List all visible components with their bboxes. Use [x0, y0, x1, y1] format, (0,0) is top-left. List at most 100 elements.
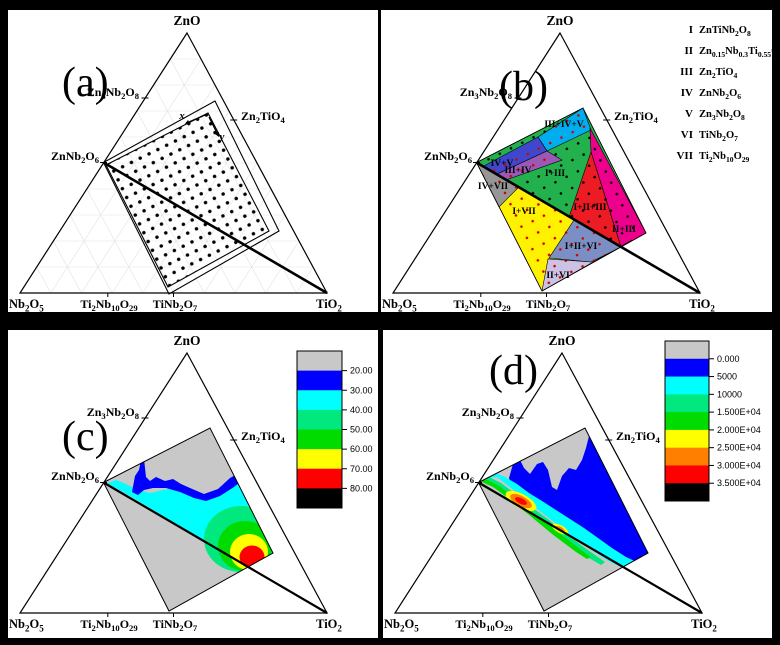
region-label-I+III: I+III: [545, 169, 566, 179]
panel-letter-c: (c): [62, 414, 109, 460]
ternary-diagram-c: ZnO Nb2O5 TiO2 Zn3Nb2O8 ZnNb2O6 Zn2TiO4 Ti2Nb1…: [9, 333, 373, 633]
legend-formula: Zn3Nb2O8: [699, 109, 745, 122]
legend-formula: TiNb2O7: [699, 130, 738, 143]
colorbar-segment: [297, 409, 342, 430]
dotted-composition-grid: [105, 112, 270, 288]
panel-letter-a: (a): [62, 60, 109, 106]
legend-formula: Zn2TiO4: [699, 67, 738, 80]
colorbar-segment: [665, 358, 709, 378]
compound-label: ZnNb2O6: [424, 149, 473, 165]
contour-map-c: [103, 428, 273, 611]
region-label-III+IV: III+IV: [504, 166, 531, 176]
legend-numeral: III: [680, 66, 693, 78]
panel-letter-b: (b): [499, 64, 548, 110]
colorbar-tick-label: 70.00: [350, 464, 373, 474]
colorbar-tick-label: 80.00: [350, 483, 373, 493]
phase-region-dots-III+IV+V: [538, 108, 591, 151]
compound-label: ZnNb2O6: [426, 469, 475, 485]
colorbar-segment: [297, 351, 342, 372]
compound-label: ZnO: [548, 333, 575, 348]
phase-region-dots-IV+VII: [476, 162, 519, 207]
axis-arrow-x: [188, 114, 206, 123]
legend-numeral: VII: [676, 150, 693, 162]
compound-label: Nb2O5: [9, 297, 44, 312]
colorbar-segment: [665, 341, 709, 360]
colorbar-segment: [297, 370, 342, 391]
ternary-diagram-b: ZnO Nb2O5 TiO2 Zn3Nb2O8 ZnNb2O6 Zn2TiO4 Ti2Nb1…: [382, 13, 772, 312]
phase-region-dots-II+III: [590, 128, 646, 247]
panel-a: (a) ZnO Nb2O5 TiO2 Zn3Nb2O8 ZnNb2O6 Zn2TiO4 Ti…: [8, 10, 378, 312]
phase-region-dots-IV+V: [482, 137, 547, 176]
region-label-I+VII: I+VII: [512, 207, 536, 217]
colorbar-d: 0.000 5000 10000 1.500E+04 2.000E+04 2.500E+0…: [664, 340, 761, 502]
compound-label: TiNb2O7: [153, 617, 198, 633]
compound-label: ZnO: [173, 333, 200, 348]
region-label-II+VI: II+VI: [546, 271, 570, 281]
parallelogram-outline: [475, 107, 647, 292]
colorbar-segment: [297, 429, 342, 450]
region-label-I+II+III: I+II+III: [573, 203, 606, 213]
znnb2o6-tio2-join-line: [102, 481, 328, 614]
axis-arrowhead-x: [184, 119, 190, 125]
compound-label: TiNb2O7: [528, 617, 573, 633]
legend-formula: Ti2Nb10O29: [699, 151, 750, 164]
colorbar-segment: [665, 394, 709, 413]
colorbar-tick-label: 30.00: [350, 385, 373, 395]
panel-b: (b) ZnO Nb2O5 TiO2 Zn3Nb2O8 ZnNb2O6 Zn2TiO4 Ti…: [381, 10, 772, 312]
axis-label-x: x: [178, 110, 185, 122]
ternary-diagram-a: ZnO Nb2O5 TiO2 Zn3Nb2O8 ZnNb2O6 Zn2TiO4 Ti2Nb1…: [9, 13, 342, 312]
compound-label: Nb2O5: [384, 617, 419, 633]
colorbar-tick-label: 20.00: [350, 366, 373, 376]
legend-formula: Zn0.15Nb0.3Ti0.55O2: [699, 46, 772, 59]
compound-label: Nb2O5: [9, 617, 44, 633]
compound-label: Zn3Nb2O8: [87, 85, 140, 101]
colorbar-segment: [665, 483, 709, 502]
colorbar-tick-label: 60.00: [350, 444, 373, 454]
znnb2o6-tio2-join-line: [477, 481, 703, 614]
colorbar-tick-label: 5000: [717, 372, 737, 382]
contour-hotspot-ring: [515, 497, 527, 505]
region-label-III+IV+V: III+IV+V: [544, 120, 583, 130]
legend-formula: ZnNb2O6: [699, 88, 741, 101]
compound-label: TiO2: [691, 617, 717, 633]
colorbar-tick-label: 0.000: [717, 354, 740, 364]
colorbar-tick-label: 50.00: [350, 425, 373, 435]
compound-label: Zn2TiO4: [616, 429, 660, 445]
colorbar-segment: [665, 429, 709, 449]
colorbar-tick-label: 2.500E+04: [717, 443, 761, 453]
region-label-II+III: II+III: [612, 225, 636, 235]
contour-band: [132, 459, 244, 501]
legend-numeral: II: [684, 45, 693, 57]
compound-label: Zn3Nb2O8: [87, 405, 140, 421]
region-label-I+II+VI: I+II+VI: [565, 242, 598, 252]
compound-label: Zn3Nb2O8: [462, 405, 515, 421]
colorbar-segment: [665, 447, 709, 466]
panel-c: (c) ZnO Nb2O5 TiO2 Zn3Nb2O8 ZnNb2O6 Zn2TiO4 Ti…: [8, 330, 378, 638]
compound-label: Zn2TiO4: [614, 109, 658, 125]
legend-formula: ZnTiNb2O8: [699, 25, 751, 38]
compound-label: Ti2Nb10O29: [80, 617, 137, 633]
contour-band: [480, 472, 648, 578]
compound-label: TiO2: [316, 617, 342, 633]
colorbar-tick-label: 10000: [717, 389, 742, 399]
compound-label: Ti2Nb10O29: [80, 297, 137, 312]
compound-label: TiNb2O7: [153, 297, 198, 312]
panel-letter-d: (d): [489, 348, 538, 394]
region-label-IV+V: IV+V: [491, 159, 514, 169]
compound-label: ZnO: [173, 13, 200, 28]
compound-label: ZnO: [546, 13, 573, 28]
legend-numeral: V: [685, 108, 693, 120]
colorbar-segment: [297, 488, 342, 509]
contour-band: [479, 480, 591, 559]
ternary-diagram-d: ZnO Nb2O5 TiO2 Zn3Nb2O8 ZnNb2O6 Zn2TiO4 Ti2Nb1…: [384, 333, 761, 633]
parallelogram-outline: [477, 427, 649, 612]
znnb2o6-tio2-join-line: [475, 161, 701, 295]
colorbar-tick-label: 40.00: [350, 405, 373, 415]
colorbar-segment: [297, 468, 342, 489]
compound-label: ZnNb2O6: [51, 149, 100, 165]
legend-numeral: I: [689, 24, 693, 36]
colorbar-tick-label: 1.500E+04: [717, 407, 761, 417]
colorbar-segment: [297, 390, 342, 411]
phase-region-dots-I+II+VI: [549, 220, 621, 262]
